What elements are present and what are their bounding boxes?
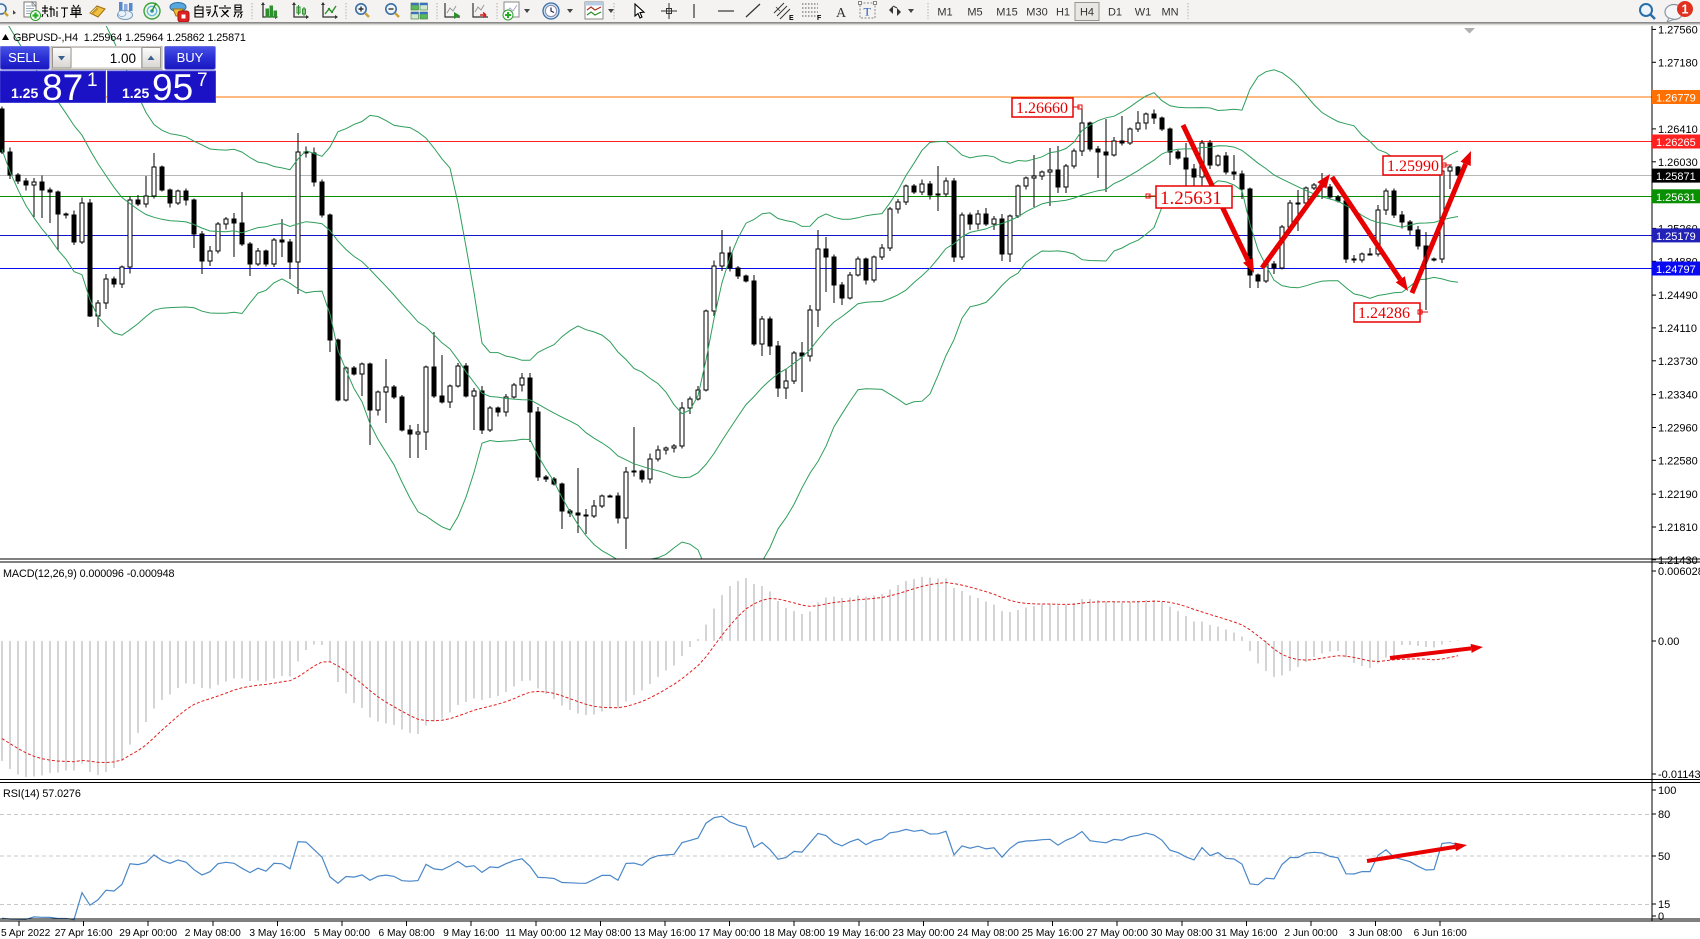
svg-text:1.23340: 1.23340 (1658, 390, 1698, 402)
svg-text:18 May 08:00: 18 May 08:00 (763, 928, 825, 939)
svg-text:50: 50 (1658, 851, 1670, 863)
svg-text:1: 1 (1682, 3, 1689, 17)
svg-text:15: 15 (1658, 899, 1670, 911)
svg-text:E: E (789, 15, 794, 22)
svg-text:1.25631: 1.25631 (1160, 188, 1222, 209)
svg-text:1.26660: 1.26660 (1016, 100, 1068, 117)
svg-text:5 Apr 2022: 5 Apr 2022 (1, 928, 51, 939)
svg-text:2 May 08:00: 2 May 08:00 (185, 928, 241, 939)
svg-text:1.26779: 1.26779 (1656, 93, 1696, 105)
svg-text:0.00: 0.00 (1658, 636, 1679, 648)
svg-text:1.25990: 1.25990 (1387, 158, 1439, 175)
svg-text:1.22580: 1.22580 (1658, 455, 1698, 467)
svg-text:BUY: BUY (177, 50, 204, 65)
svg-text:W1: W1 (1135, 7, 1152, 19)
svg-text:1.25631: 1.25631 (1656, 192, 1696, 204)
svg-text:6 May 08:00: 6 May 08:00 (379, 928, 435, 939)
svg-text:H4: H4 (1080, 7, 1094, 19)
svg-text:2 Jun 00:00: 2 Jun 00:00 (1284, 928, 1338, 939)
svg-text:1.21810: 1.21810 (1658, 522, 1698, 534)
svg-text:95: 95 (152, 67, 193, 103)
svg-text:1.25: 1.25 (11, 85, 38, 101)
svg-text:1.25871: 1.25871 (1656, 171, 1696, 183)
svg-text:H1: H1 (1056, 7, 1070, 19)
svg-text:100: 100 (1658, 785, 1676, 797)
svg-text:M30: M30 (1026, 7, 1047, 19)
svg-text:6 Jun 16:00: 6 Jun 16:00 (1414, 928, 1468, 939)
svg-text:24 May 08:00: 24 May 08:00 (957, 928, 1019, 939)
svg-text:1.27180: 1.27180 (1658, 57, 1698, 69)
svg-text:A: A (836, 6, 847, 21)
svg-text:MN: MN (1161, 7, 1178, 19)
svg-text:1.26030: 1.26030 (1658, 157, 1698, 169)
svg-text:1.24286: 1.24286 (1358, 305, 1410, 322)
svg-text:7: 7 (197, 70, 208, 91)
svg-text:0: 0 (1658, 911, 1664, 923)
svg-text:MACD(12,26,9) 0.000096 -0.0009: MACD(12,26,9) 0.000096 -0.000948 (3, 568, 175, 580)
svg-text:30 May 08:00: 30 May 08:00 (1151, 928, 1213, 939)
svg-text:1.22960: 1.22960 (1658, 423, 1698, 435)
svg-text:9 May 16:00: 9 May 16:00 (443, 928, 499, 939)
svg-text:1.26410: 1.26410 (1658, 124, 1698, 136)
svg-text:27 May 00:00: 27 May 00:00 (1086, 928, 1148, 939)
svg-text:13 May 16:00: 13 May 16:00 (634, 928, 696, 939)
svg-text:GBPUSD-,H4 1.25964 1.25964 1.: GBPUSD-,H4 1.25964 1.25964 1.25862 1.258… (13, 32, 246, 44)
svg-text:27 Apr 16:00: 27 Apr 16:00 (55, 928, 113, 939)
svg-text:1.24110: 1.24110 (1658, 323, 1697, 335)
svg-text:T: T (864, 5, 872, 19)
svg-text:19 May 16:00: 19 May 16:00 (828, 928, 890, 939)
svg-text:1.23730: 1.23730 (1658, 356, 1698, 368)
svg-text:0.006028: 0.006028 (1658, 566, 1700, 578)
svg-text:3 Jun 08:00: 3 Jun 08:00 (1349, 928, 1403, 939)
svg-text:1.27560: 1.27560 (1658, 26, 1698, 36)
svg-text:25 May 16:00: 25 May 16:00 (1022, 928, 1084, 939)
svg-text:1.00: 1.00 (110, 51, 136, 66)
svg-text:D1: D1 (1108, 7, 1122, 19)
svg-text:1.25: 1.25 (122, 85, 149, 101)
svg-text:M15: M15 (996, 7, 1017, 19)
svg-text:1.25179: 1.25179 (1656, 231, 1696, 243)
svg-text:11 May 00:00: 11 May 00:00 (505, 928, 566, 939)
svg-text:80: 80 (1658, 809, 1670, 821)
svg-text:31 May 16:00: 31 May 16:00 (1216, 928, 1278, 939)
svg-text:12 May 08:00: 12 May 08:00 (570, 928, 632, 939)
svg-text:17 May 00:00: 17 May 00:00 (699, 928, 761, 939)
svg-text:29 Apr 00:00: 29 Apr 00:00 (119, 928, 177, 939)
svg-text:RSI(14) 57.0276: RSI(14) 57.0276 (3, 788, 81, 800)
svg-text:F: F (817, 15, 822, 22)
svg-text:1.22190: 1.22190 (1658, 489, 1698, 501)
svg-text:M5: M5 (967, 7, 982, 19)
svg-text:23 May 00:00: 23 May 00:00 (893, 928, 955, 939)
svg-text:M1: M1 (937, 7, 952, 19)
svg-text:1: 1 (87, 70, 98, 91)
svg-text:1.21430: 1.21430 (1658, 555, 1698, 567)
svg-text:1.24797: 1.24797 (1656, 264, 1696, 276)
svg-text:1.26265: 1.26265 (1656, 137, 1696, 149)
svg-text:SELL: SELL (8, 50, 40, 65)
svg-text:5 May 00:00: 5 May 00:00 (314, 928, 370, 939)
svg-text:1.24490: 1.24490 (1658, 290, 1698, 302)
svg-text:87: 87 (42, 67, 83, 103)
svg-text:3 May 16:00: 3 May 16:00 (249, 928, 305, 939)
